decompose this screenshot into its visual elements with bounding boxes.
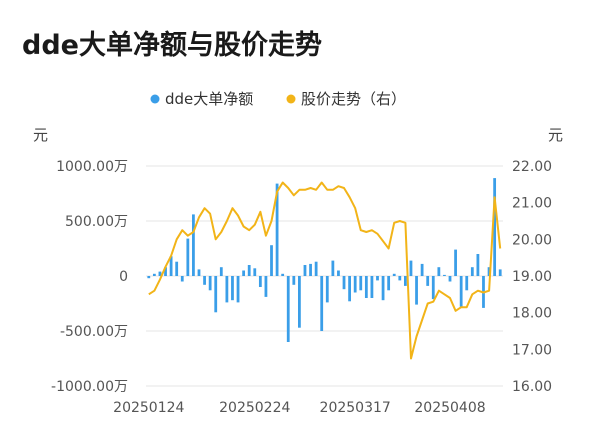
left-tick-label: -500.00万 — [60, 324, 128, 340]
legend: dde大单净额 股价走势（右） — [150, 90, 406, 108]
dde-bar — [292, 276, 296, 285]
dde-bar — [381, 276, 385, 301]
right-tick-label: 18.00 — [512, 306, 552, 322]
dde-bar — [231, 276, 234, 301]
legend-line-label: 股价走势（右） — [301, 90, 406, 108]
dde-bar — [415, 276, 418, 305]
right-tick-label: 20.00 — [512, 232, 552, 248]
dde-bar — [487, 267, 491, 276]
dde-bar — [325, 276, 329, 303]
dde-bar — [320, 276, 324, 331]
left-axis-unit: 元 — [33, 126, 48, 144]
left-tick-label: 0 — [119, 269, 128, 285]
dde-bar — [314, 261, 318, 276]
right-axis-ticks: 22.00 21.00 20.00 19.00 18.00 17.00 16.00 — [512, 159, 552, 395]
dde-bar — [164, 267, 167, 276]
dde-bar — [420, 263, 424, 276]
dde-bar — [214, 276, 218, 313]
dde-bar — [180, 276, 184, 282]
dde-bar — [370, 276, 374, 298]
dde-bar — [197, 269, 201, 276]
dde-bar — [286, 276, 290, 342]
legend-line-swatch — [286, 94, 296, 104]
dde-bar — [203, 276, 206, 285]
right-tick-label: 22.00 — [512, 159, 552, 175]
dde-bar — [152, 273, 156, 276]
right-axis-unit: 元 — [548, 126, 563, 144]
dde-bar — [398, 276, 402, 281]
dde-bar — [337, 270, 340, 276]
dde-bar — [169, 256, 173, 276]
dde-bar — [242, 270, 246, 276]
dde-bar — [387, 276, 391, 291]
legend-bar-label: dde大单净额 — [165, 90, 253, 108]
dde-bar — [331, 260, 335, 276]
left-axis-ticks: 1000.00万 500.00万 0 -500.00万 -1000.00万 — [51, 159, 128, 395]
dde-bar — [270, 245, 273, 276]
dde-bar — [454, 249, 457, 276]
dde-bar — [264, 276, 268, 297]
dde-bar — [437, 267, 441, 276]
dde-bar — [275, 183, 279, 276]
dde-bar — [247, 265, 251, 276]
left-tick-label: 1000.00万 — [56, 159, 128, 175]
dde-bar — [376, 276, 379, 281]
right-tick-label: 16.00 — [512, 379, 552, 395]
x-tick-label: 20250408 — [414, 400, 485, 416]
dde-bar — [186, 238, 190, 276]
x-tick-label: 20250124 — [113, 400, 184, 416]
dde-bar — [443, 274, 446, 276]
dde-bar — [493, 178, 497, 276]
dde-bar — [225, 276, 229, 303]
dde-bar — [303, 265, 307, 276]
dde-bar — [147, 276, 151, 279]
dde-bar — [208, 276, 212, 291]
dde-bar — [498, 269, 502, 276]
right-tick-label: 21.00 — [512, 196, 552, 212]
dde-bar — [353, 276, 357, 293]
dde-bar — [359, 276, 363, 291]
dde-bar — [409, 260, 413, 276]
price-line — [148, 181, 502, 360]
x-axis-ticks: 20250124 20250224 20250317 20250408 — [113, 400, 485, 416]
x-tick-label: 20250224 — [219, 400, 290, 416]
dde-bar — [342, 276, 346, 290]
dde-bar — [465, 276, 469, 291]
chart-title: dde大单净额与股价走势 — [22, 30, 322, 61]
dde-bar — [364, 276, 368, 298]
x-tick-label: 20250317 — [320, 400, 391, 416]
right-tick-label: 17.00 — [512, 342, 552, 358]
dde-bar — [392, 273, 396, 276]
dde-bar — [348, 276, 351, 302]
dde-bar — [281, 273, 285, 276]
left-tick-label: -1000.00万 — [51, 379, 128, 395]
left-tick-label: 500.00万 — [65, 214, 128, 230]
dde-bar — [298, 276, 301, 328]
dde-bar — [459, 276, 463, 307]
dde-bar — [175, 261, 179, 276]
dde-bar — [158, 271, 162, 276]
dde-bar — [258, 276, 262, 287]
dde-bar — [403, 276, 407, 286]
bar-series — [147, 178, 502, 342]
dde-bar — [476, 254, 480, 276]
dde-bar — [192, 214, 195, 276]
dde-bar — [253, 268, 257, 276]
dde-bar — [426, 276, 430, 286]
line-series — [148, 181, 502, 360]
dde-bar — [470, 267, 474, 276]
right-tick-label: 19.00 — [512, 269, 552, 285]
dde-bar — [431, 276, 435, 300]
dde-bar — [309, 263, 312, 276]
legend-bar-swatch — [150, 94, 160, 104]
dde-bar — [448, 276, 452, 282]
dde-bar — [236, 276, 240, 303]
dde-bar — [219, 267, 223, 276]
